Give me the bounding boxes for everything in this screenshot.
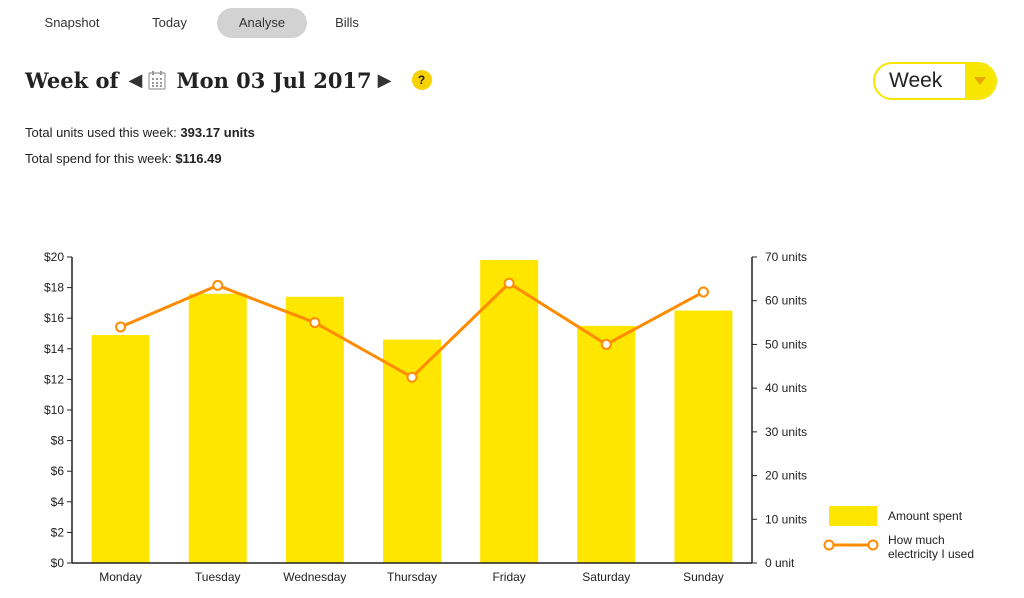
nav-tabs: Snapshot Today Analyse Bills [22, 8, 387, 38]
spend-label: Total spend for this week: [25, 151, 172, 166]
units-label: Total units used this week: [25, 125, 177, 140]
y-right-tick-label: 30 units [765, 425, 807, 439]
legend-bar-swatch [829, 506, 877, 526]
x-tick-label: Wednesday [283, 570, 346, 584]
spend-value: $116.49 [175, 151, 222, 166]
spend-summary: Total spend for this week: $116.49 [25, 151, 222, 166]
x-tick-label: Sunday [683, 570, 724, 584]
y-right-tick-label: 0 unit [765, 556, 795, 570]
calendar-icon[interactable] [148, 70, 166, 90]
units-value: 393.17 units [180, 125, 255, 140]
y-left-tick-label: $0 [51, 556, 65, 570]
y-left-tick-label: $20 [44, 250, 64, 264]
y-right-tick-label: 50 units [765, 337, 807, 351]
line-point [697, 286, 709, 298]
line-point [212, 279, 224, 291]
tab-bills[interactable]: Bills [335, 15, 359, 30]
line-point [406, 371, 418, 383]
legend-line-marker [867, 539, 879, 551]
y-left-tick-label: $8 [51, 434, 65, 448]
y-left-tick-label: $10 [44, 403, 64, 417]
tab-today[interactable]: Today [152, 15, 187, 30]
legend-line-marker [823, 539, 835, 551]
tab-analyse[interactable]: Analyse [217, 8, 307, 38]
line-point [309, 317, 321, 329]
line-point [503, 277, 515, 289]
y-left-tick-label: $4 [51, 495, 65, 509]
y-left-tick-label: $14 [44, 342, 64, 356]
y-right-tick-label: 70 units [765, 250, 807, 264]
y-left-tick-label: $16 [44, 311, 64, 325]
y-right-tick-label: 10 units [765, 512, 807, 526]
bar-amount-spent [188, 293, 247, 563]
y-left-tick-label: $12 [44, 372, 64, 386]
x-tick-label: Tuesday [195, 570, 241, 584]
y-right-tick-label: 40 units [765, 381, 807, 395]
y-right-tick-label: 20 units [765, 469, 807, 483]
bar-amount-spent [674, 310, 733, 563]
help-icon[interactable]: ? [411, 70, 432, 90]
week-date: Mon 03 Jul 2017 [176, 67, 372, 93]
tab-snapshot[interactable]: Snapshot [44, 15, 100, 30]
period-select-value: Week [889, 69, 943, 92]
y-left-tick-label: $2 [51, 525, 65, 539]
x-tick-label: Friday [492, 570, 525, 584]
x-tick-label: Saturday [582, 570, 630, 584]
bar-amount-spent [285, 296, 344, 563]
x-tick-label: Monday [99, 570, 142, 584]
bar-amount-spent [480, 260, 539, 563]
legend-bar-label: Amount spent [888, 509, 963, 523]
y-right-tick-label: 60 units [765, 294, 807, 308]
x-tick-label: Thursday [387, 570, 437, 584]
legend-line-label: electricity I used [888, 547, 974, 561]
units-summary: Total units used this week: 393.17 units [25, 125, 255, 140]
line-point [115, 321, 127, 333]
y-left-tick-label: $18 [44, 281, 64, 295]
line-point [600, 338, 612, 350]
bar-amount-spent [91, 335, 150, 563]
bar-amount-spent [577, 325, 636, 563]
week-of-label: Week of [25, 67, 119, 93]
prev-week-arrow-icon[interactable]: ◀ [128, 69, 143, 90]
period-select[interactable]: Week [873, 62, 997, 100]
legend-line-label: How much [888, 533, 945, 547]
next-week-arrow-icon[interactable]: ▶ [377, 69, 392, 90]
week-header: Week of ◀ Mon 03 Jul 2017 ▶ ? [25, 64, 432, 96]
y-left-tick-label: $6 [51, 464, 65, 478]
chevron-down-icon [965, 64, 995, 98]
